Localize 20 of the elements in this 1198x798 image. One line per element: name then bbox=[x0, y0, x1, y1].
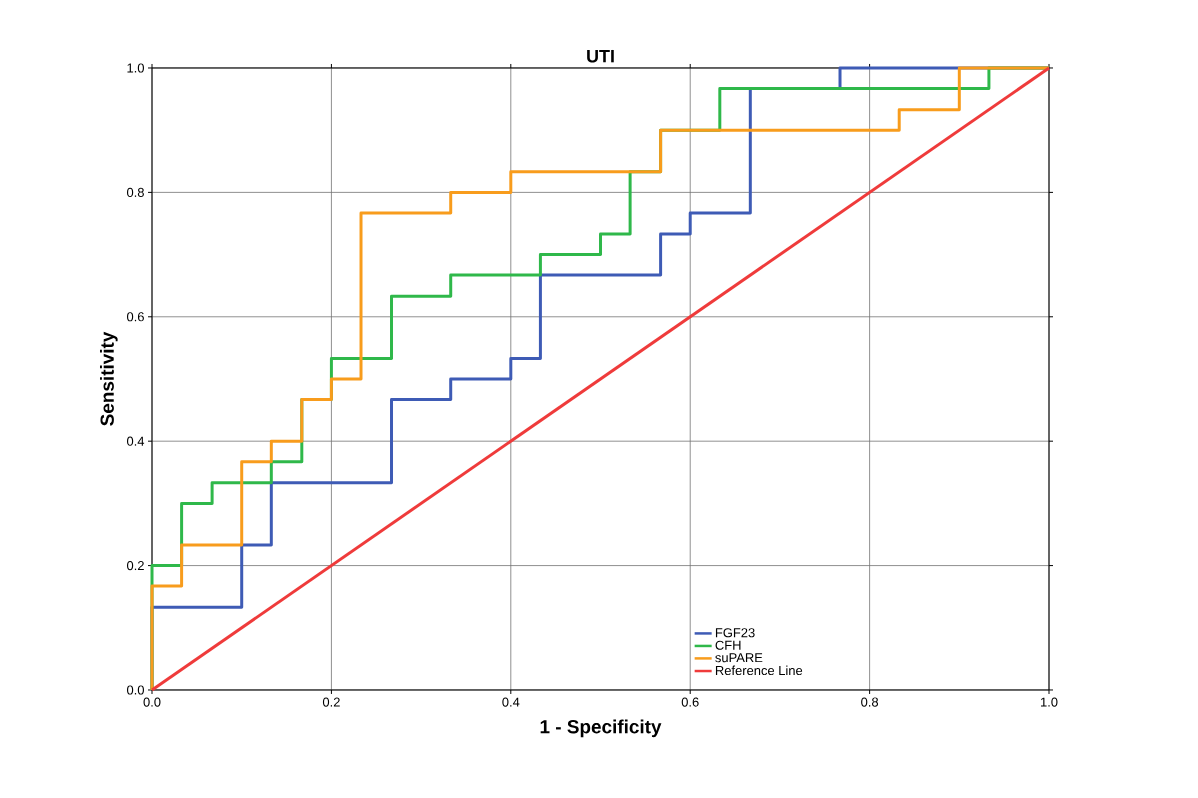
x-tick-label: 0.0 bbox=[143, 697, 161, 707]
x-tick-label: 1.0 bbox=[1041, 697, 1058, 707]
y-tick-label: 0.6 bbox=[126, 312, 144, 322]
line-series bbox=[150, 66, 1051, 692]
y-tick-label: 1.0 bbox=[127, 63, 144, 73]
x-tick-label: 0.2 bbox=[322, 697, 340, 707]
y-tick-label: 0.8 bbox=[126, 187, 144, 197]
y-tick-label: 0.4 bbox=[126, 436, 145, 446]
x-axis-title: 1 - Specificity bbox=[540, 719, 662, 738]
legend-label: Reference Line bbox=[715, 665, 803, 676]
legend-label: FGF23 bbox=[715, 628, 755, 638]
chart-title: UTI bbox=[587, 49, 614, 63]
x-tick-label: 0.4 bbox=[502, 697, 520, 707]
y-tick-label: 0.2 bbox=[126, 561, 144, 571]
x-tick-label: 0.6 bbox=[681, 697, 699, 707]
y-axis-title: Sensitivity bbox=[100, 331, 118, 426]
x-tick-label: 0.8 bbox=[861, 697, 879, 707]
y-tick-label: 0.0 bbox=[126, 685, 144, 695]
legend-label: suPARE bbox=[715, 653, 763, 663]
legend-label: CFH bbox=[715, 640, 741, 650]
